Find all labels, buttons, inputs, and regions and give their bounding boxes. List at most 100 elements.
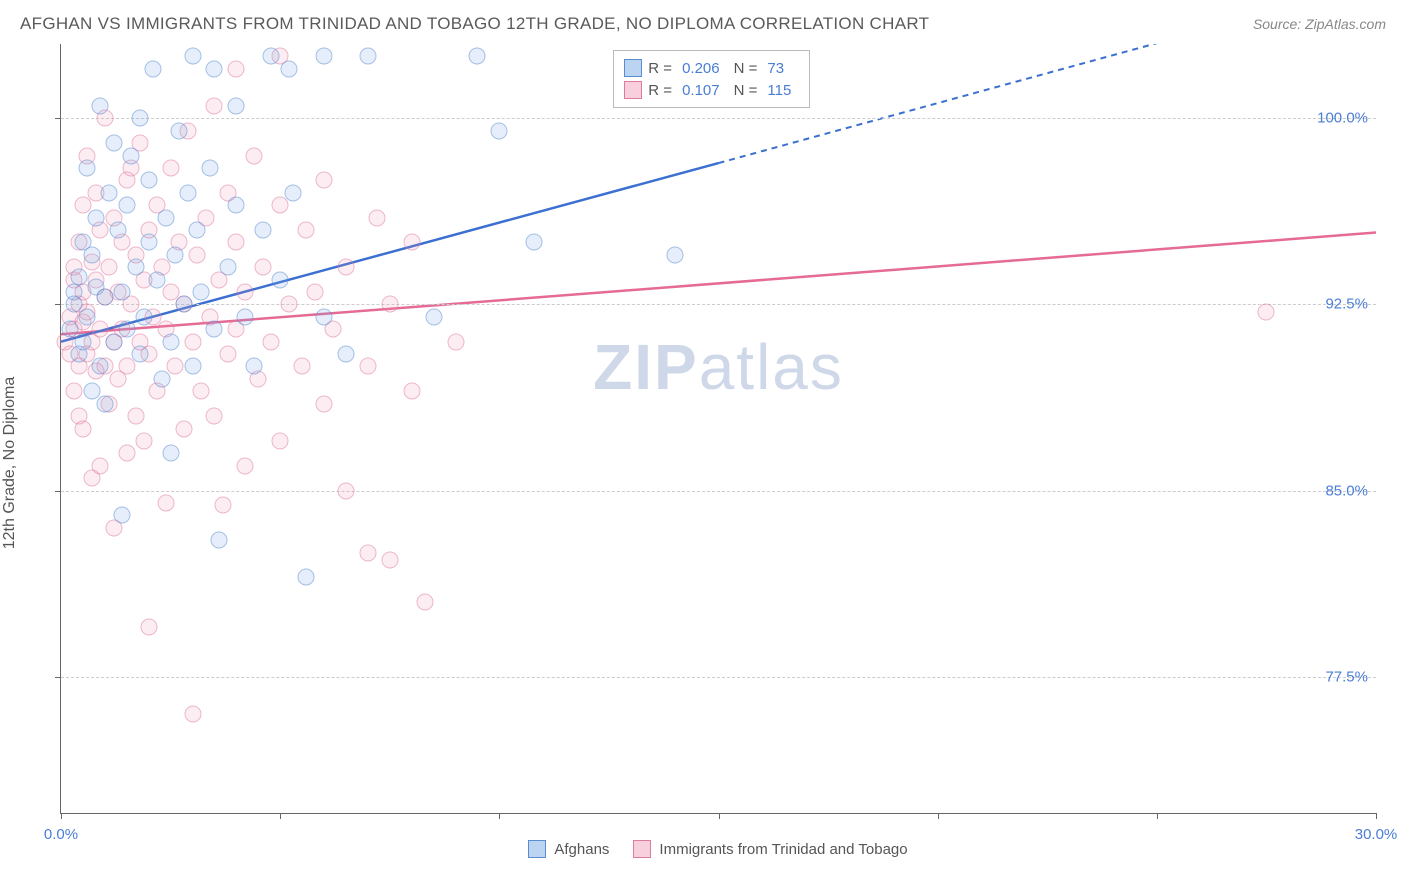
data-point <box>105 333 122 350</box>
legend-item: Afghans <box>528 840 609 858</box>
data-point <box>337 259 354 276</box>
data-point <box>206 321 223 338</box>
legend-label: Afghans <box>554 841 609 858</box>
data-point <box>92 358 109 375</box>
data-point <box>202 160 219 177</box>
data-point <box>118 197 135 214</box>
data-point <box>184 358 201 375</box>
data-point <box>491 122 508 139</box>
data-point <box>188 222 205 239</box>
plot-area: ZIPatlas R = 0.206 N = 73 R =0.107N =115 77.… <box>60 44 1376 814</box>
legend-swatch <box>624 59 642 77</box>
data-point <box>416 594 433 611</box>
legend-r-label: R = <box>648 82 672 99</box>
data-point <box>123 147 140 164</box>
ytick-label: 85.0% <box>1325 482 1368 499</box>
data-point <box>162 333 179 350</box>
data-point <box>140 618 157 635</box>
data-point <box>114 507 131 524</box>
data-point <box>219 346 236 363</box>
data-point <box>175 420 192 437</box>
correlation-legend: R = 0.206 N = 73 R =0.107N =115 <box>613 50 810 108</box>
data-point <box>272 432 289 449</box>
data-point <box>140 234 157 251</box>
data-point <box>285 184 302 201</box>
gridline-h <box>61 677 1376 678</box>
data-point <box>118 445 135 462</box>
legend-n-value: 73 <box>763 60 792 77</box>
data-point <box>368 209 385 226</box>
xtick-mark <box>61 813 62 819</box>
data-point <box>101 184 118 201</box>
data-point <box>425 308 442 325</box>
ytick-label: 77.5% <box>1325 668 1368 685</box>
ytick-mark <box>55 491 61 492</box>
data-point <box>96 289 113 306</box>
data-point <box>294 358 311 375</box>
data-point <box>263 48 280 65</box>
data-point <box>228 234 245 251</box>
data-point <box>228 60 245 77</box>
data-point <box>83 246 100 263</box>
data-point <box>162 160 179 177</box>
data-point <box>381 296 398 313</box>
chart-title: AFGHAN VS IMMIGRANTS FROM TRINIDAD AND T… <box>20 14 929 34</box>
ytick-mark <box>55 118 61 119</box>
data-point <box>316 308 333 325</box>
legend-row: R = 0.206 N = 73 <box>624 57 799 79</box>
gridline-h <box>61 304 1376 305</box>
ytick-label: 100.0% <box>1317 110 1368 127</box>
legend-n-label: N = <box>734 60 758 77</box>
data-point <box>66 383 83 400</box>
data-point <box>158 494 175 511</box>
data-point <box>298 222 315 239</box>
data-point <box>131 346 148 363</box>
data-point <box>118 321 135 338</box>
data-point <box>215 497 232 514</box>
gridline-h <box>61 491 1376 492</box>
data-point <box>337 346 354 363</box>
data-point <box>114 284 131 301</box>
data-point <box>381 551 398 568</box>
gridline-h <box>61 118 1376 119</box>
data-point <box>359 544 376 561</box>
data-point <box>162 445 179 462</box>
data-point <box>228 197 245 214</box>
data-point <box>263 333 280 350</box>
legend-r-value: 0.206 <box>678 60 728 77</box>
data-point <box>403 234 420 251</box>
data-point <box>206 60 223 77</box>
data-point <box>105 135 122 152</box>
data-point <box>254 259 271 276</box>
data-point <box>237 457 254 474</box>
data-point <box>166 358 183 375</box>
data-point <box>184 48 201 65</box>
chart-header: AFGHAN VS IMMIGRANTS FROM TRINIDAD AND T… <box>0 0 1406 44</box>
data-point <box>272 197 289 214</box>
data-point <box>127 408 144 425</box>
data-point <box>237 308 254 325</box>
data-point <box>469 48 486 65</box>
data-point <box>149 271 166 288</box>
data-point <box>131 110 148 127</box>
data-point <box>136 432 153 449</box>
series-legend: AfghansImmigrants from Trinidad and Toba… <box>60 834 1376 864</box>
data-point <box>206 98 223 115</box>
data-point <box>298 569 315 586</box>
data-point <box>175 296 192 313</box>
watermark: ZIPatlas <box>593 330 844 404</box>
data-point <box>280 60 297 77</box>
ytick-mark <box>55 677 61 678</box>
xtick-mark <box>1157 813 1158 819</box>
data-point <box>666 246 683 263</box>
ytick-mark <box>55 304 61 305</box>
data-point <box>158 209 175 226</box>
legend-r-label: R = <box>648 60 672 77</box>
data-point <box>66 284 83 301</box>
data-point <box>88 209 105 226</box>
legend-row: R =0.107N =115 <box>624 79 799 101</box>
data-point <box>245 147 262 164</box>
data-point <box>280 296 297 313</box>
data-point <box>272 271 289 288</box>
data-point <box>74 333 91 350</box>
